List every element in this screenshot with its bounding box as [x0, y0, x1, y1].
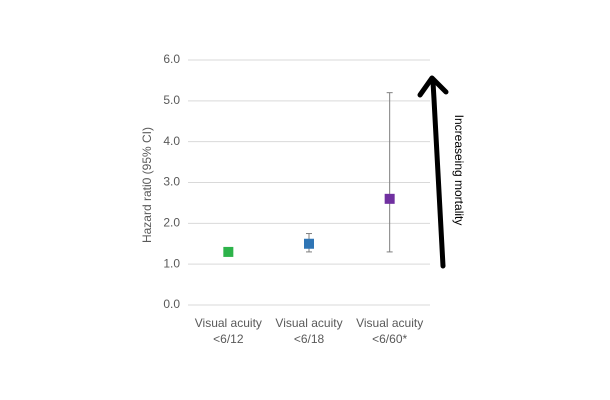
- y-tick-label: 0.0: [163, 297, 180, 311]
- y-tick-label: 4.0: [163, 134, 180, 148]
- arrow-head: [417, 75, 449, 98]
- y-tick-label: 3.0: [163, 175, 180, 189]
- y-tick-label: 6.0: [163, 52, 180, 66]
- marker: [304, 238, 314, 249]
- marker: [384, 193, 395, 204]
- y-tick-label: 2.0: [163, 216, 180, 230]
- y-axis-label: Hazard rati0 (95% CI): [140, 127, 154, 243]
- y-tick-label: 1.0: [163, 256, 180, 270]
- annotation: Increaseing mortality: [452, 115, 466, 226]
- x-tick-label: Visual acuity <6/60*: [356, 316, 424, 346]
- x-tick-label: Visual acuity <6/18: [275, 316, 343, 346]
- x-tick-label: Visual acuity <6/12: [194, 316, 262, 346]
- marker: [223, 246, 234, 257]
- arrow: [430, 79, 446, 269]
- y-tick-label: 5.0: [163, 93, 180, 107]
